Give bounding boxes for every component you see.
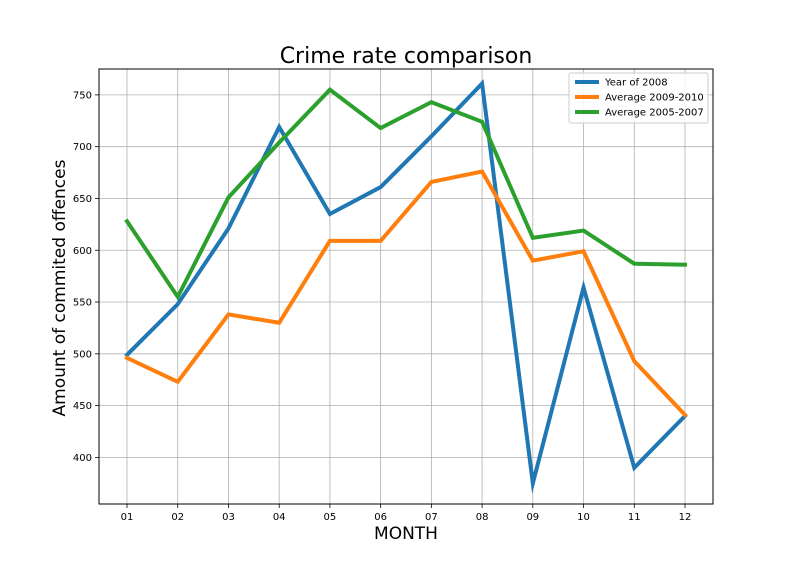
y-tick-label: 550 [73, 298, 92, 309]
x-tick-label: 09 [526, 512, 539, 523]
series-line-1 [124, 79, 688, 494]
x-tick-label: 01 [121, 512, 134, 523]
x-axis-label: MONTH [374, 524, 438, 544]
x-tick-label: 05 [324, 512, 337, 523]
y-tick-label: 400 [73, 453, 92, 464]
y-tick-label: 600 [73, 246, 92, 257]
x-tick-label: 03 [222, 512, 235, 523]
series-lines [124, 79, 688, 494]
grid [99, 69, 713, 504]
x-tick-label: 08 [476, 512, 489, 523]
legend-box [568, 72, 709, 124]
chart-title: Crime rate comparison [280, 44, 533, 69]
x-tick-label: 10 [577, 512, 590, 523]
x-tick-label: 12 [679, 512, 692, 523]
x-tick-label: 04 [273, 512, 286, 523]
y-tick-label: 450 [73, 401, 92, 412]
y-axis-label: Amount of commited offences [50, 159, 70, 416]
y-tick-label: 650 [73, 194, 92, 205]
legend-label: Average 2009-2010 [605, 93, 704, 104]
plot-frame [98, 68, 714, 505]
y-tick-label: 700 [73, 142, 92, 153]
x-tick-label: 07 [425, 512, 438, 523]
series-line-3 [124, 87, 688, 301]
series-line-2 [124, 169, 688, 418]
legend-label: Average 2005-2007 [605, 108, 704, 119]
legend-label: Year of 2008 [604, 78, 668, 89]
x-tick-label: 11 [628, 512, 641, 523]
y-tick-label: 500 [73, 349, 92, 360]
legend: Year of 2008 Average 2009-2010 Average 200… [568, 72, 709, 124]
axis-ticks: 01 02 03 04 05 06 07 08 09 10 11 12 400 450 500 550 600 6… [73, 90, 691, 523]
y-tick-label: 750 [73, 90, 92, 101]
x-tick-label: 02 [171, 512, 184, 523]
x-tick-label: 06 [374, 512, 387, 523]
